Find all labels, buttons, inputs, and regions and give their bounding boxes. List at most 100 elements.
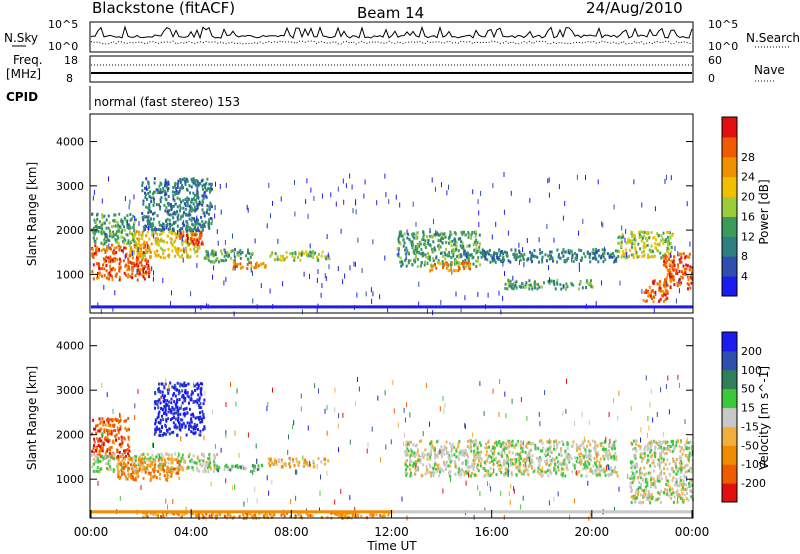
data-cell [544,454,547,458]
data-cell [250,261,252,265]
data-cell [170,456,173,460]
data-cell [415,247,418,251]
data-cell [557,460,559,464]
data-cell [431,444,434,448]
data-cell [112,468,115,472]
data-cell [195,179,198,183]
data-cell [455,255,458,259]
data-cell [659,251,662,255]
data-cell [204,186,207,190]
data-cell [514,253,517,257]
data-cell [500,250,503,253]
data-cell [181,243,184,247]
data-cell [678,288,680,294]
data-cell [198,398,201,402]
data-cell [117,472,120,476]
data-cell [412,454,415,458]
data-cell [212,260,215,264]
data-cell [222,305,225,309]
data-cell [425,235,428,238]
data-cell [527,455,530,459]
data-cell [486,470,489,474]
data-cell [670,252,672,258]
data-cell [143,266,145,270]
data-cell [467,455,469,459]
data-cell [197,218,199,222]
data-cell [640,483,643,487]
data-cell [167,195,170,198]
data-cell [545,470,548,474]
data-cell [637,444,640,448]
data-cell [218,260,220,264]
data-cell [122,436,125,440]
data-cell [325,257,328,261]
y-tick-label: 4000 [56,136,84,149]
data-cell [193,219,196,223]
data-cell [418,305,421,309]
data-cell [679,455,682,459]
data-cell [172,197,175,201]
data-cell [130,253,133,256]
data-cell [471,256,474,260]
data-cell [549,445,552,449]
data-cell [595,465,598,469]
data-cell [667,483,670,487]
data-cell [690,281,693,285]
data-cell [400,260,403,264]
data-cell [134,469,136,473]
data-cell [414,460,417,463]
data-cell [410,459,413,463]
data-cell [659,471,662,475]
data-cell [160,458,163,461]
data-cell [210,467,212,471]
data-cell [567,305,570,309]
data-cell [684,453,687,457]
data-cell [428,255,431,259]
data-cell [159,198,162,202]
data-cell [201,203,204,207]
data-cell [184,388,187,392]
data-cell [110,445,113,449]
data-cell [415,452,418,456]
data-cell [607,445,610,449]
data-cell [117,431,120,435]
data-cell [159,463,162,466]
data-cell [651,461,654,465]
data-cell [464,295,466,301]
data-cell [443,305,446,309]
colorbar-tick-label: 20 [741,191,755,204]
data-cell [180,458,183,462]
data-cell [689,482,692,486]
data-cell [502,252,504,256]
data-cell [158,220,161,224]
data-cell [671,467,674,471]
data-cell [673,283,676,287]
data-cell [659,451,661,455]
data-cell [670,492,673,496]
data-cell [491,256,494,260]
data-cell [510,190,512,196]
data-cell [121,249,123,253]
data-cell [307,252,310,256]
data-cell [111,278,114,282]
data-cell [169,227,172,230]
data-cell [164,197,167,201]
data-cell [134,305,137,309]
data-cell [680,478,683,482]
data-cell [154,238,157,242]
data-cell [176,305,179,309]
data-cell [652,255,655,259]
data-cell [202,459,205,463]
data-cell [119,461,122,465]
cpid-label: CPID [6,90,38,104]
data-cell [464,249,467,253]
data-cell [155,399,158,403]
data-cell [246,204,248,210]
data-cell [407,232,410,236]
data-cell [662,254,665,258]
data-cell [653,291,656,295]
data-cell [678,258,681,262]
data-cell [671,268,674,272]
data-cell [149,222,152,226]
data-cell [620,305,623,309]
